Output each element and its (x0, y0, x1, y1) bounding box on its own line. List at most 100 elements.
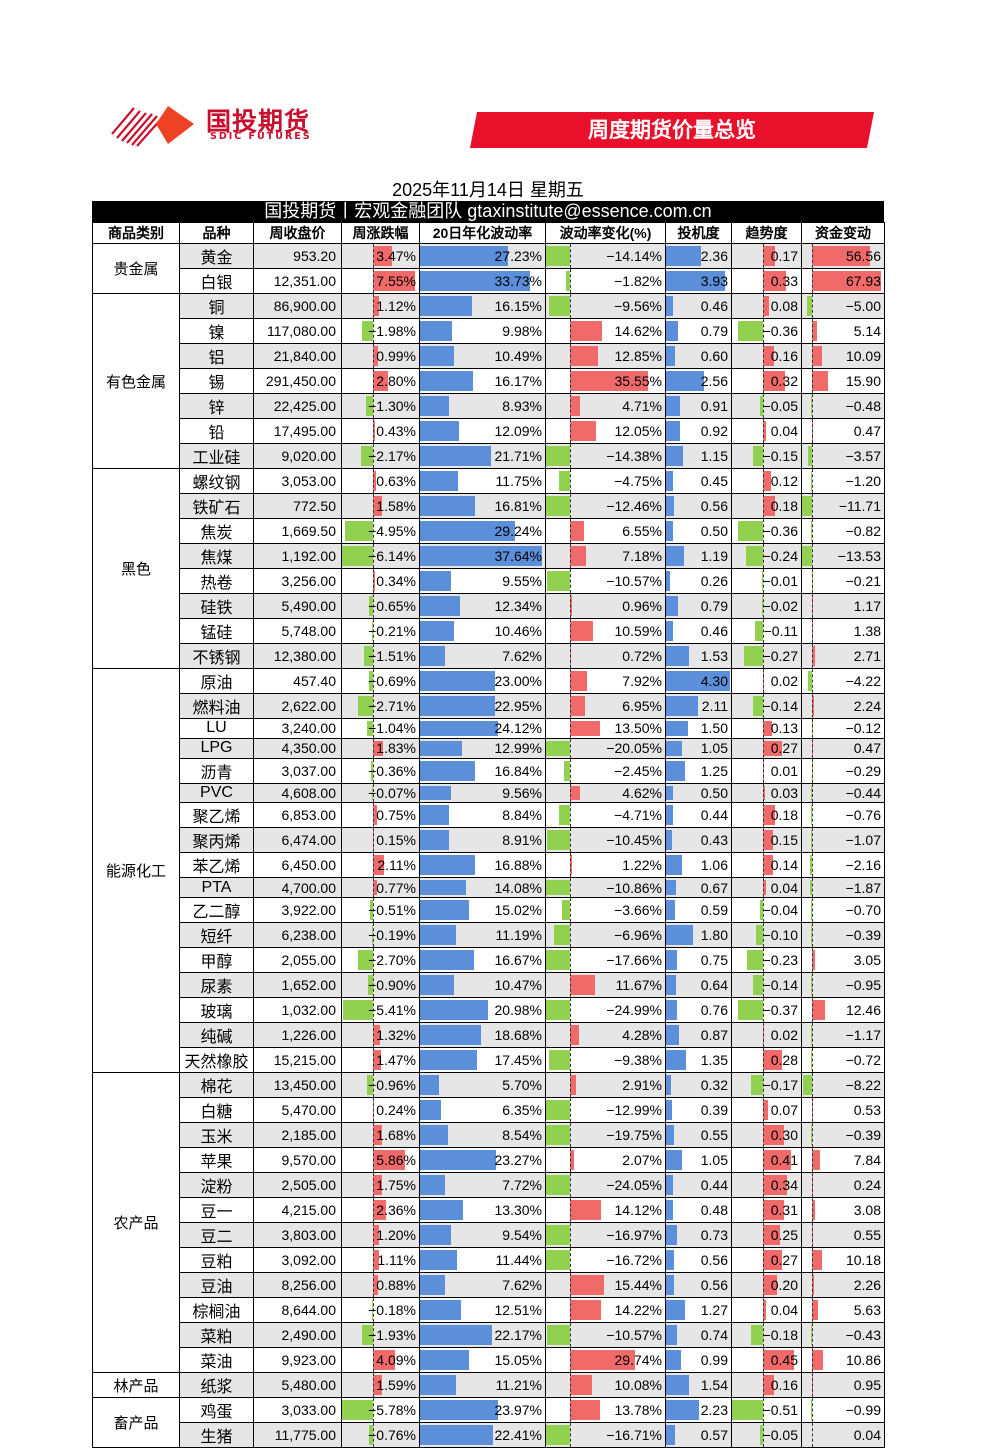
fund-value: −0.39 (846, 927, 881, 943)
close-price: 291,450.00 (254, 369, 342, 394)
volchg-bar (549, 296, 570, 316)
fund-axis-line (812, 719, 813, 738)
vol-value: 16.81% (495, 498, 542, 514)
vol-value: 15.05% (495, 1352, 542, 1368)
chg-cell: −0.90% (342, 973, 420, 998)
trend-cell: 0.12 (732, 469, 802, 494)
volchg-cell: 6.55% (546, 519, 666, 544)
fund-axis-line (812, 784, 813, 803)
fund-value: 0.55 (854, 1227, 881, 1243)
volchg-value: 6.55% (622, 523, 662, 539)
trend-cell: 0.45 (732, 1348, 802, 1373)
vol-value: 11.75% (496, 473, 542, 489)
volchg-value: −4.71% (614, 807, 662, 823)
trend-value: 0.41 (771, 1152, 798, 1168)
fund-axis-line (812, 1048, 813, 1072)
vol-cell: 15.05% (420, 1348, 546, 1373)
volchg-cell: 29.74% (546, 1348, 666, 1373)
vol-cell: 9.54% (420, 1223, 546, 1248)
chg-axis-line (373, 369, 374, 393)
spec-cell: 0.60 (666, 344, 732, 369)
trend-cell: −0.36 (732, 519, 802, 544)
spec-bar (666, 546, 684, 566)
fund-value: −0.99 (846, 1402, 881, 1418)
close-price: 2,622.00 (254, 694, 342, 719)
chg-cell: −5.78% (342, 1398, 420, 1423)
volchg-bar (546, 1175, 570, 1195)
spec-value: 1.54 (701, 1377, 728, 1393)
spec-cell: 0.67 (666, 878, 732, 898)
vol-bar (420, 1150, 496, 1170)
fund-cell: 3.05 (802, 948, 885, 973)
volchg-value: −2.45% (614, 763, 662, 779)
vol-cell: 23.00% (420, 669, 546, 694)
header-weekly-change: 周涨跌幅 (342, 223, 420, 244)
spec-cell: 0.43 (666, 828, 732, 853)
trend-value: 0.28 (771, 1052, 798, 1068)
spec-bar (666, 421, 680, 441)
vol-cell: 23.97% (420, 1398, 546, 1423)
chg-cell: −0.65% (342, 594, 420, 619)
trend-cell: 0.13 (732, 719, 802, 739)
chg-cell: −1.51% (342, 644, 420, 669)
fund-value: −2.16 (846, 857, 881, 873)
trend-value: 0.18 (771, 807, 798, 823)
fund-axis-line (812, 594, 813, 618)
volchg-axis-line (570, 1148, 571, 1172)
vol-bar (420, 855, 475, 875)
vol-bar (420, 1125, 448, 1145)
fund-value: 5.63 (854, 1302, 881, 1318)
chg-value: −2.17% (368, 448, 416, 464)
close-price: 22,425.00 (254, 394, 342, 419)
trend-value: 0.27 (771, 740, 798, 756)
chg-value: −6.14% (368, 548, 416, 564)
fund-axis-line (812, 1373, 813, 1397)
spec-cell: 0.74 (666, 1323, 732, 1348)
volchg-bar (570, 621, 593, 641)
fund-cell: −1.17 (802, 1023, 885, 1048)
spec-value: 1.25 (701, 763, 728, 779)
chg-cell: −0.51% (342, 898, 420, 923)
fund-value: 10.18 (846, 1252, 881, 1268)
spec-value: 0.44 (701, 1177, 728, 1193)
fund-cell: −5.00 (802, 294, 885, 319)
fund-axis-line (812, 269, 813, 293)
volchg-cell: −6.96% (546, 923, 666, 948)
volchg-bar (570, 671, 587, 691)
spec-value: 1.27 (701, 1302, 728, 1318)
volchg-value: −10.57% (606, 1327, 662, 1343)
vol-bar (420, 805, 449, 825)
chg-axis-line (373, 1173, 374, 1197)
spec-value: 2.11 (702, 698, 728, 714)
vol-bar (420, 761, 475, 781)
vol-cell: 17.45% (420, 1048, 546, 1073)
trend-cell: −0.51 (732, 1398, 802, 1423)
fund-cell: −0.44 (802, 783, 885, 803)
volchg-bar (570, 321, 602, 341)
volchg-cell: −9.56% (546, 294, 666, 319)
chg-axis-line (373, 1348, 374, 1372)
fund-cell: 10.09 (802, 344, 885, 369)
volchg-cell: 6.95% (546, 694, 666, 719)
close-price: 3,033.00 (254, 1398, 342, 1423)
spec-bar (666, 1050, 686, 1070)
fund-axis-line (812, 544, 813, 568)
trend-value: 0.14 (771, 857, 798, 873)
spec-cell: 0.79 (666, 319, 732, 344)
spec-value: 0.87 (701, 1027, 728, 1043)
spec-cell: 2.36 (666, 244, 732, 269)
volchg-cell: −24.99% (546, 998, 666, 1023)
chg-axis-line (373, 269, 374, 293)
commodity-name: 菜粕 (180, 1323, 254, 1348)
vol-cell: 21.71% (420, 444, 546, 469)
volchg-axis-line (570, 1323, 571, 1347)
chg-cell: 7.55% (342, 269, 420, 294)
volchg-axis-line (570, 269, 571, 293)
